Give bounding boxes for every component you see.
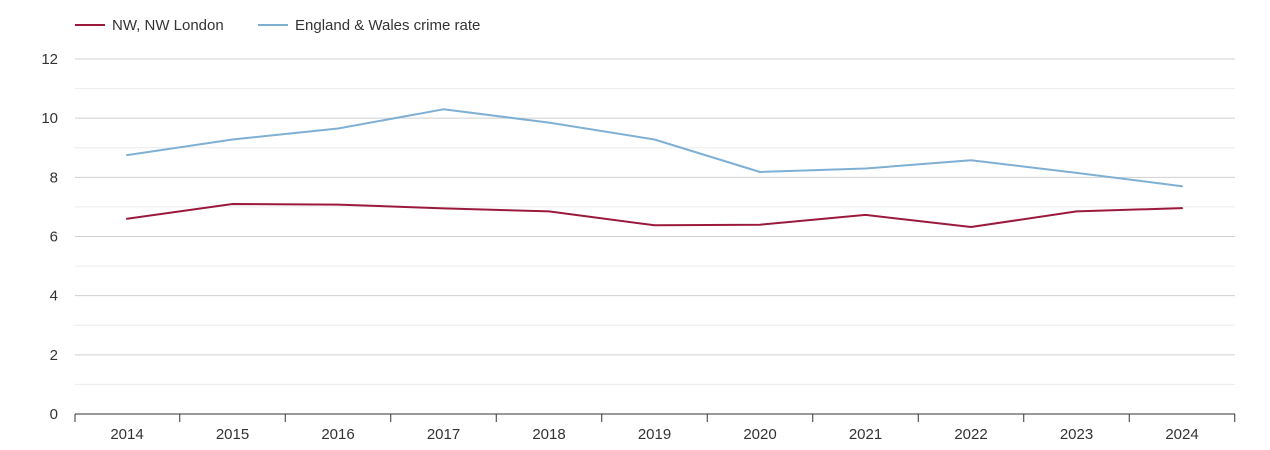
y-tick-label: 4 [50, 288, 58, 305]
legend-label: England & Wales crime rate [295, 17, 480, 34]
gridlines [75, 58, 1235, 385]
x-tick-label: 2022 [954, 426, 987, 443]
x-tick-label: 2017 [427, 426, 460, 443]
x-tick-label: 2024 [1165, 426, 1198, 443]
x-tick-label: 2015 [216, 426, 249, 443]
x-tick-label: 2018 [532, 426, 565, 443]
series-line-2 [126, 108, 1183, 188]
x-tick-label: 2021 [849, 426, 882, 443]
x-tick-label: 2020 [743, 426, 776, 443]
x-tick-label: 2023 [1060, 426, 1093, 443]
legend-item-series-2[interactable]: England & Wales crime rate [258, 17, 480, 34]
x-tick-label: 2014 [110, 426, 143, 443]
y-tick-label: 6 [50, 229, 58, 246]
y-tick-label: 8 [50, 169, 58, 186]
legend-label: NW, NW London [112, 17, 224, 34]
y-axis: 0 2 4 6 8 10 12 [41, 51, 58, 423]
legend: NW, NW London England & Wales crime rate [75, 17, 480, 34]
y-tick-label: 10 [41, 110, 58, 127]
legend-item-series-1[interactable]: NW, NW London [75, 17, 224, 34]
series-line-1 [126, 203, 1183, 228]
x-axis: 2014 2015 2016 2017 2018 2019 2020 2021 2022 2023… [74, 413, 1236, 443]
y-tick-label: 0 [50, 406, 58, 423]
series-lines [126, 108, 1183, 228]
y-tick-label: 12 [41, 51, 58, 68]
x-tick-label: 2019 [638, 426, 671, 443]
x-tick-label: 2016 [321, 426, 354, 443]
y-tick-label: 2 [50, 347, 58, 364]
